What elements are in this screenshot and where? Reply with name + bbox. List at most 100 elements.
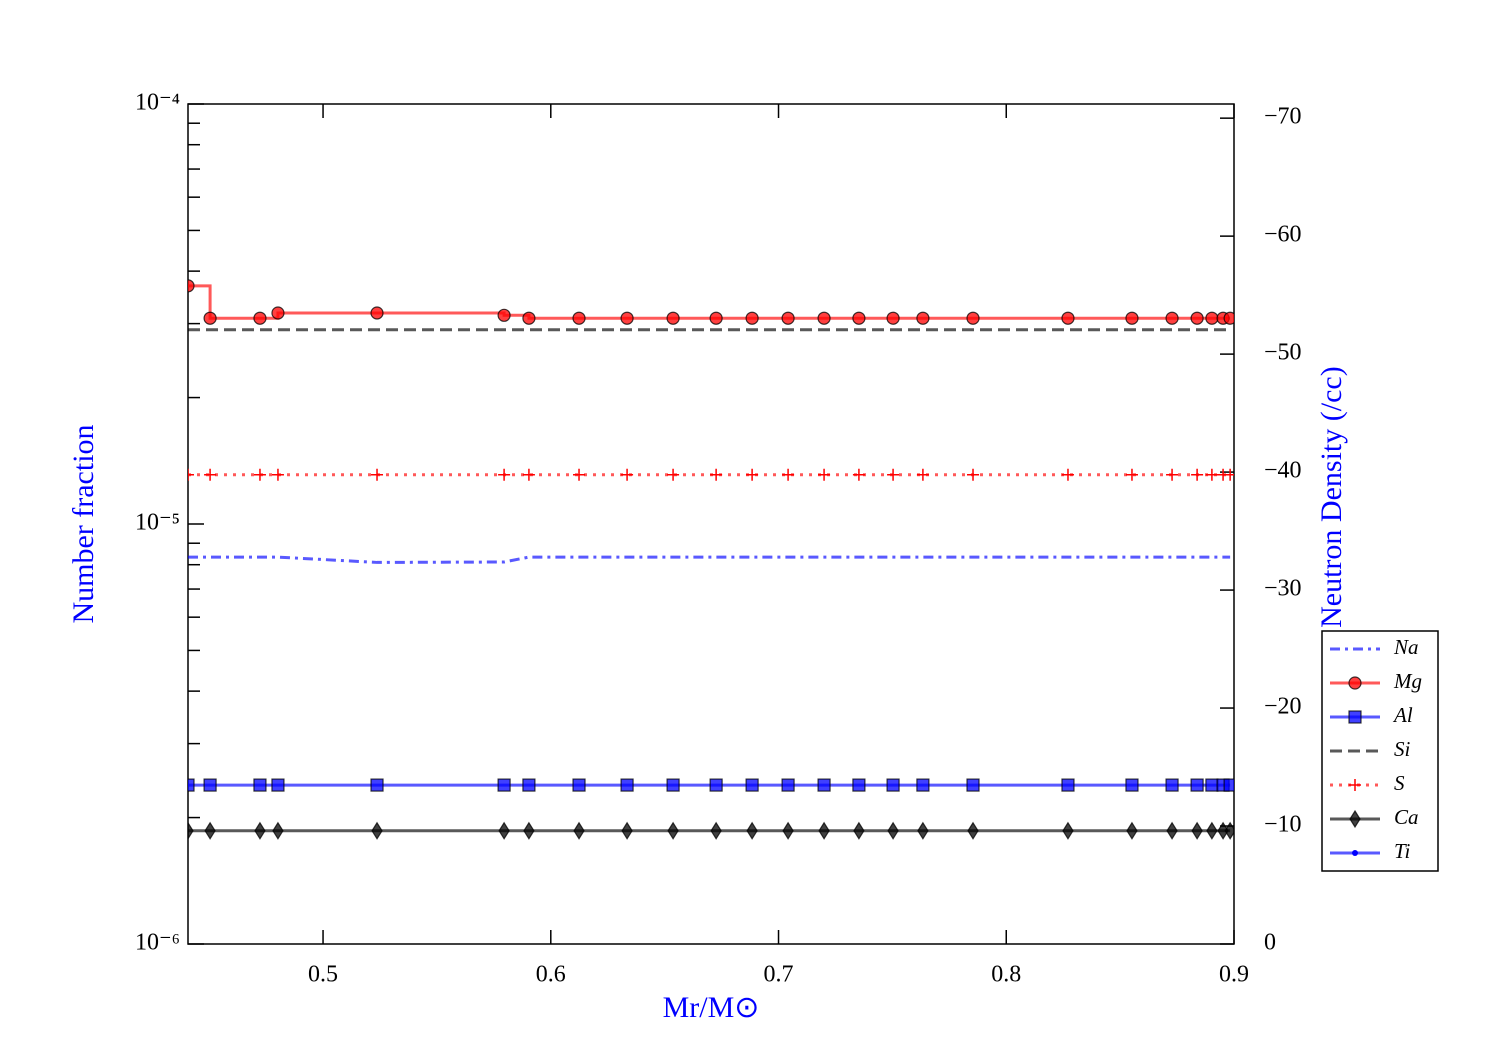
marker (371, 821, 383, 840)
marker (1191, 468, 1204, 481)
marker (1205, 311, 1219, 325)
marker (966, 311, 980, 325)
marker (781, 311, 795, 325)
marker (1349, 779, 1361, 791)
marker (620, 778, 634, 792)
marker (917, 821, 929, 840)
marker (710, 821, 722, 840)
marker (1166, 821, 1178, 840)
marker (710, 468, 723, 481)
marker (522, 778, 536, 792)
y2-tick-label: −60 (1264, 222, 1302, 248)
marker (709, 778, 723, 792)
marker (1352, 850, 1358, 856)
marker (572, 778, 586, 792)
marker (852, 468, 865, 481)
marker (371, 468, 384, 481)
marker (621, 468, 634, 481)
marker (781, 778, 795, 792)
marker (620, 311, 634, 325)
marker (817, 778, 831, 792)
marker (271, 778, 285, 792)
marker (1165, 778, 1179, 792)
marker (188, 778, 195, 792)
marker (1190, 778, 1204, 792)
x-tick-label: 0.6 (536, 962, 566, 988)
legend-label: Mg (1393, 669, 1422, 693)
marker (498, 468, 511, 481)
marker (253, 311, 267, 325)
y-tick-label: 10⁻⁵ (135, 510, 180, 536)
marker (967, 468, 980, 481)
marker (370, 778, 384, 792)
marker (497, 308, 511, 322)
marker (271, 468, 284, 481)
x-tick-label: 0.8 (991, 962, 1021, 988)
marker (1125, 468, 1138, 481)
y-tick-label: 10⁻⁶ (135, 930, 180, 956)
marker (745, 778, 759, 792)
y2-tick-label: −20 (1264, 694, 1302, 720)
legend-label: Ca (1394, 805, 1419, 829)
marker (621, 821, 633, 840)
marker (1061, 778, 1075, 792)
y2-tick-label: −40 (1264, 458, 1302, 484)
marker (667, 821, 679, 840)
legend-label: Na (1393, 635, 1419, 659)
legend-label: Al (1392, 703, 1413, 727)
marker (666, 311, 680, 325)
marker (522, 311, 536, 325)
marker (1165, 311, 1179, 325)
marker (1224, 468, 1234, 481)
plot-frame (187, 103, 1235, 945)
marker (818, 468, 831, 481)
marker (966, 778, 980, 792)
marker (1349, 809, 1361, 829)
marker (572, 311, 586, 325)
marker (188, 468, 194, 481)
marker (782, 468, 795, 481)
marker (745, 311, 759, 325)
x-tick-label: 0.5 (308, 962, 338, 988)
marker (1125, 778, 1139, 792)
marker (817, 311, 831, 325)
marker (1348, 710, 1362, 724)
marker (1206, 821, 1218, 840)
marker (370, 306, 384, 320)
y2-tick-label: −10 (1264, 812, 1302, 838)
marker (916, 778, 930, 792)
marker (204, 468, 217, 481)
marker (886, 778, 900, 792)
marker (203, 778, 217, 792)
marker (967, 821, 979, 840)
legend-label: Ti (1394, 839, 1411, 863)
marker (1205, 778, 1219, 792)
y2-tick-label: −70 (1264, 104, 1302, 130)
marker (852, 311, 866, 325)
x-tick-label: 0.7 (764, 962, 794, 988)
marker (1125, 311, 1139, 325)
marker (188, 821, 194, 840)
marker (1191, 821, 1203, 840)
marker (1205, 468, 1218, 481)
marker (916, 311, 930, 325)
y2-tick-label: −30 (1264, 576, 1302, 602)
x-axis-label: Mr/M⊙ (663, 991, 760, 1024)
marker (188, 279, 195, 293)
y-axis-label: Number fraction (67, 424, 100, 623)
marker (1224, 821, 1234, 840)
marker (666, 778, 680, 792)
marker (1166, 468, 1179, 481)
marker (1223, 311, 1234, 325)
marker (253, 778, 267, 792)
marker (1061, 311, 1075, 325)
marker (1061, 468, 1074, 481)
marker (271, 306, 285, 320)
marker (573, 821, 585, 840)
marker (1126, 821, 1138, 840)
legend-label: Si (1394, 737, 1411, 761)
x-tick-label: 0.9 (1219, 962, 1249, 988)
marker (916, 468, 929, 481)
marker (1348, 676, 1362, 690)
